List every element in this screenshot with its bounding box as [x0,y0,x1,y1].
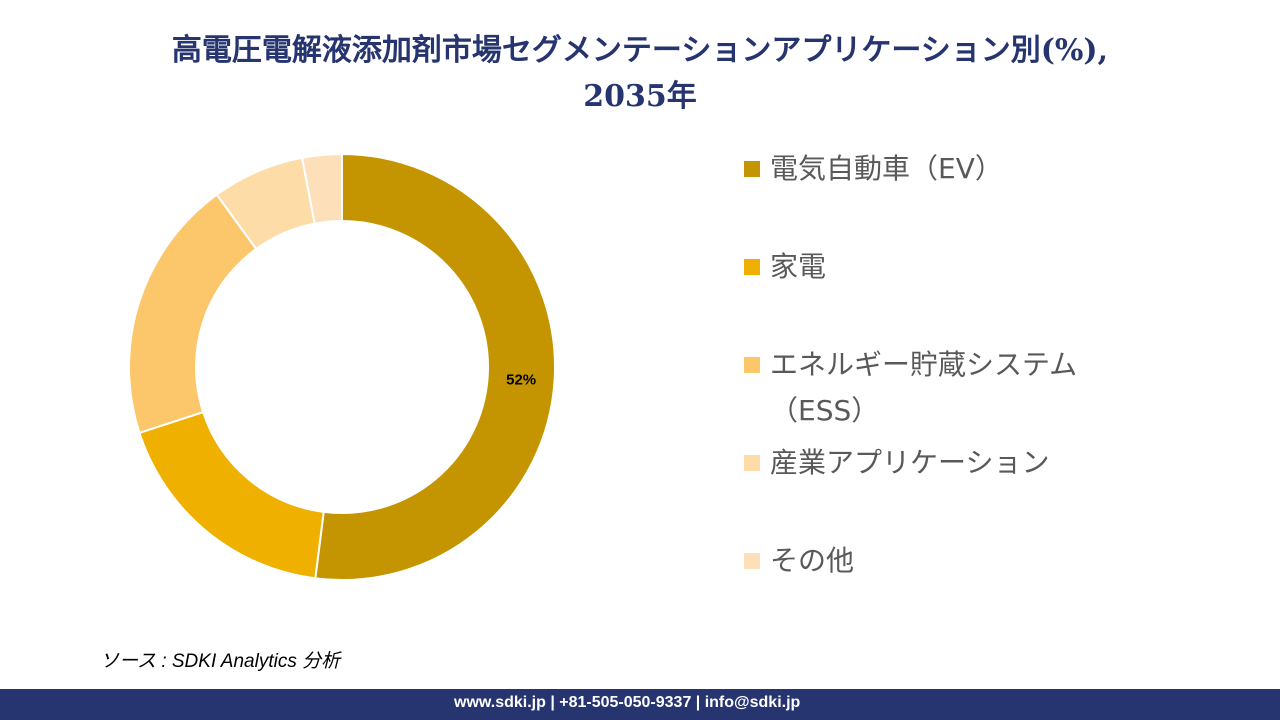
donut-slice-1 [138,410,325,580]
legend-label: エネルギー貯蔵システム（ESS） [770,348,1078,427]
legend-swatch [744,357,760,373]
legend-swatch [744,161,760,177]
donut-slice-2 [128,193,258,435]
footer-contact: www.sdki.jp | +81-505-050-9337 | info@sd… [454,694,801,711]
source-note: ソース : SDKI Analytics 分析 [100,651,341,672]
legend-label: その他 [770,544,855,577]
legend-label: 産業アプリケーション [770,446,1050,479]
legend-item-other: その他 [744,538,1144,584]
title-line-1: 高電圧電解液添加剤市場セグメンテーションアプリケーション別(%), [171,33,1109,68]
legend-label: 家電 [770,250,827,283]
legend-swatch [744,259,760,275]
legend-swatch [744,553,760,569]
legend-item-ess: エネルギー貯蔵システム（ESS） [744,342,1144,434]
chart-title: 高電圧電解液添加剤市場セグメンテーションアプリケーション別(%), 2035年 [0,28,1280,120]
legend-label: 電気自動車（EV） [770,152,1003,185]
title-line-2: 2035年 [583,79,697,114]
legend-item-appliances: 家電 [744,244,1144,290]
legend-item-ev: 電気自動車（EV） [744,146,1144,192]
data-label: 52% [506,371,536,388]
legend-item-industrial: 産業アプリケーション [744,440,1144,486]
donut-chart: 52% [128,152,556,581]
donut-slice-0 [314,152,556,581]
footer-bar: www.sdki.jp | +81-505-050-9337 | info@sd… [0,689,1280,720]
legend-swatch [744,455,760,471]
donut-slice-4 [300,152,343,225]
